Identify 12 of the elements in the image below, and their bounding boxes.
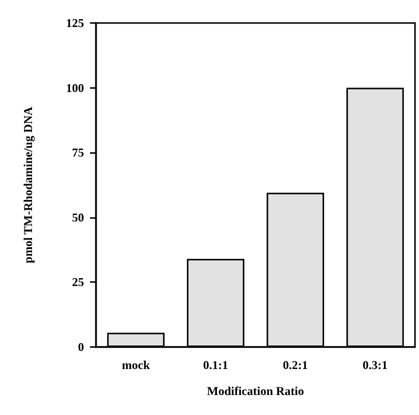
- y-tick-label: 125: [66, 16, 84, 30]
- y-tick-label: 50: [72, 210, 84, 224]
- y-tick-label: 0: [78, 340, 84, 354]
- y-tick-label: 75: [72, 146, 84, 160]
- x-tick-label: 0.1:1: [203, 358, 228, 372]
- x-tick-label: mock: [122, 358, 150, 372]
- y-axis-title: pmol TM-Rhodamine/ug DNA: [21, 106, 35, 264]
- x-axis-title: Modification Ratio: [207, 384, 304, 398]
- y-tick-label: 25: [72, 275, 84, 290]
- x-tick-label: 0.3:1: [362, 358, 388, 372]
- x-tick-label: 0.2:1: [282, 358, 308, 372]
- y-tick-label: 100: [66, 80, 84, 95]
